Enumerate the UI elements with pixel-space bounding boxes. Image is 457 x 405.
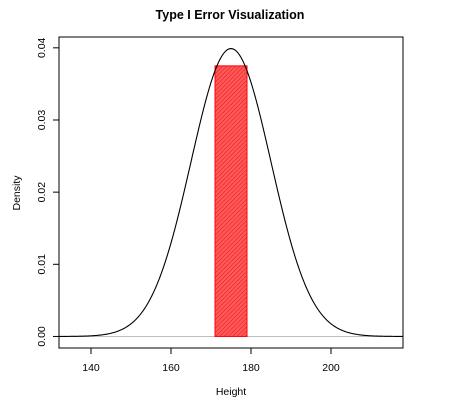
y-axis-title: Density bbox=[11, 175, 23, 211]
chart-title: Type I Error Visualization bbox=[156, 8, 305, 22]
y-tick-label: 0.02 bbox=[36, 182, 48, 203]
y-tick-label: 0.00 bbox=[36, 326, 48, 347]
x-tick-label: 180 bbox=[242, 362, 260, 374]
shaded-region bbox=[214, 65, 248, 337]
x-tick-label: 140 bbox=[82, 362, 100, 374]
density-curve-0 bbox=[58, 48, 404, 337]
x-axis-title: Height bbox=[216, 386, 246, 398]
x-tick-label: 160 bbox=[162, 362, 180, 374]
x-axis: 140 160 180 200 bbox=[82, 347, 340, 374]
plot-area bbox=[58, 48, 404, 337]
y-tick-label: 0.03 bbox=[36, 110, 48, 131]
y-tick-label: 0.01 bbox=[36, 254, 48, 275]
x-tick-label: 200 bbox=[322, 362, 340, 374]
y-tick-label: 0.04 bbox=[36, 37, 48, 58]
y-axis: 0.00 0.01 0.02 0.03 0.04 bbox=[36, 37, 60, 347]
